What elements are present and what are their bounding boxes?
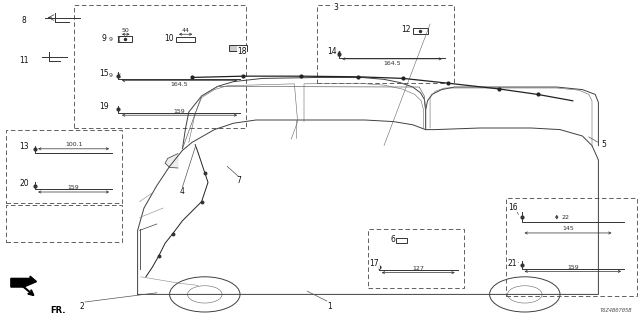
Text: 9: 9 [109, 37, 113, 42]
Bar [6, 130, 122, 203]
Text: 16: 16 [508, 203, 518, 212]
Bar [6, 205, 122, 242]
Text: 2: 2 [79, 302, 84, 311]
Text: 159: 159 [68, 185, 79, 190]
Text: 100.1: 100.1 [65, 142, 83, 147]
Text: 19: 19 [99, 102, 109, 111]
Bar [176, 37, 195, 42]
Text: 20: 20 [19, 179, 29, 188]
Text: 3: 3 [333, 4, 339, 12]
Text: 9: 9 [109, 73, 113, 78]
Text: 15: 15 [99, 69, 109, 78]
Bar [396, 238, 407, 243]
Text: 159: 159 [173, 108, 186, 114]
Text: 127: 127 [412, 266, 424, 271]
Text: 164.5: 164.5 [383, 60, 401, 66]
Text: 159: 159 [567, 265, 579, 270]
Text: 22: 22 [561, 215, 569, 220]
Text: 1: 1 [327, 302, 332, 311]
Text: 5: 5 [601, 140, 606, 149]
Text: 164.5: 164.5 [171, 82, 188, 87]
Text: 12: 12 [401, 25, 410, 34]
Bar [368, 229, 464, 288]
Text: 18: 18 [237, 47, 246, 56]
Text: 7: 7 [236, 176, 241, 185]
Text: 10: 10 [164, 34, 174, 43]
Polygon shape [165, 154, 178, 168]
Text: 17: 17 [369, 260, 380, 268]
Polygon shape [11, 276, 36, 287]
Text: 50: 50 [122, 28, 130, 33]
Bar [413, 28, 428, 34]
Text: 4: 4 [180, 188, 185, 196]
Bar [118, 36, 132, 42]
Text: 11: 11 [20, 56, 29, 65]
Text: 9: 9 [329, 52, 333, 57]
Text: 9: 9 [101, 34, 106, 43]
Text: T6Z4B0705B: T6Z4B0705B [600, 308, 632, 313]
Bar [506, 198, 637, 296]
Text: 145: 145 [562, 226, 574, 231]
Text: 13: 13 [19, 142, 29, 151]
Text: 8: 8 [22, 16, 27, 25]
Text: 6: 6 [390, 236, 396, 244]
Text: 21: 21 [508, 259, 517, 268]
Text: 44: 44 [182, 28, 189, 33]
Bar [229, 45, 247, 51]
Text: FR.: FR. [50, 306, 65, 315]
Bar [74, 5, 246, 128]
Bar [317, 5, 454, 83]
Text: 14: 14 [326, 47, 337, 56]
